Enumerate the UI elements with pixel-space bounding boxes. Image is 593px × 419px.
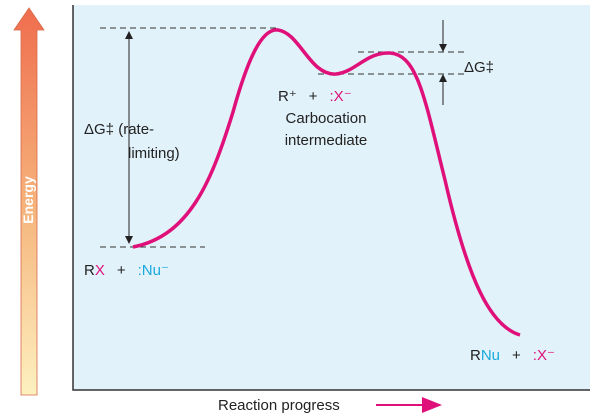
axes-frame (72, 5, 590, 391)
energy-curve (132, 28, 521, 337)
barrier-note: (rate- (118, 121, 154, 138)
y-label: Energy (20, 176, 36, 224)
substrate-x: X (95, 262, 105, 279)
x-label: Reaction progress (218, 397, 340, 414)
product-r: R (470, 347, 481, 364)
barrier-label: ΔG‡ (rate- (84, 121, 154, 138)
nucleophile: :Nu⁻ (138, 262, 169, 279)
product-nu: Nu (481, 347, 500, 364)
anion: :X⁻ (533, 347, 555, 364)
products: RNu + :X⁻ (470, 347, 555, 364)
delta-g: ΔG‡ (84, 121, 114, 138)
plus: + (117, 262, 126, 279)
cation: R⁺ (278, 88, 297, 105)
anion: :X⁻ (330, 88, 352, 105)
intermediate-name: intermediate (285, 132, 368, 149)
energy-arrow (13, 7, 45, 396)
plus: + (512, 347, 521, 364)
plus: + (309, 88, 318, 105)
barrier-note: limiting) (128, 145, 180, 162)
reactants: RX + :Nu⁻ (84, 262, 169, 279)
intermediate-name: Carbocation (286, 110, 367, 127)
substrate-r: R (84, 262, 95, 279)
intermediate-formula: R⁺ + :X⁻ (278, 88, 352, 105)
delta-g: ΔG‡ (464, 59, 494, 76)
